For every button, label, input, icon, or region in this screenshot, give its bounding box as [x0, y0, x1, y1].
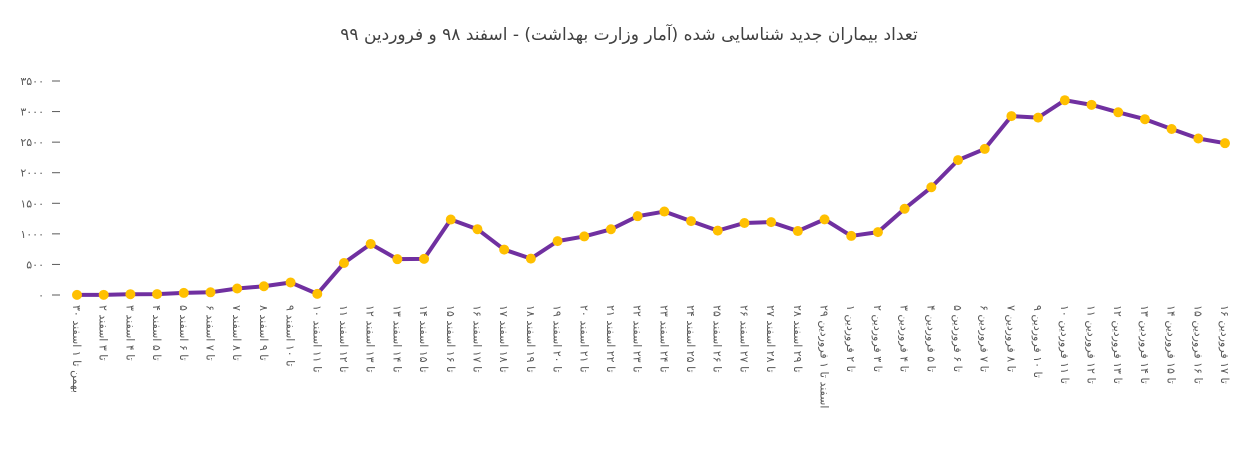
x-tick-label: ۲۸ تا ۲۹ اسفند: [791, 305, 804, 373]
y-tick-label: ۳۵۰۰: [20, 75, 44, 88]
x-tick-label: ۲ تا ۳ فروردین: [871, 305, 884, 372]
marker: [659, 206, 670, 217]
x-tick-label: ۵ تا ۶ فروردین: [951, 305, 964, 372]
x-tick-label: ۲۷ تا ۲۸ اسفند: [764, 305, 777, 373]
x-tick-label: ۶ تا ۷ فروردین: [978, 305, 991, 372]
marker: [365, 238, 376, 249]
x-tick-label: ۱۲ تا ۱۳ اسفند: [364, 305, 377, 373]
marker: [152, 289, 163, 300]
x-tick-label: ۱۵ تا ۱۶ اسفند: [444, 305, 457, 373]
x-tick-label: ۲۴ تا ۲۵ اسفند: [684, 305, 697, 373]
x-tick-label: ۱ تا ۲ فروردین: [844, 305, 857, 372]
marker: [766, 217, 777, 228]
marker: [712, 225, 723, 236]
marker: [205, 287, 216, 298]
x-tick-label: ۱۵ تا ۱۶ فروردین: [1191, 305, 1204, 384]
marker: [686, 216, 697, 227]
marker: [419, 253, 430, 264]
marker: [1193, 133, 1204, 144]
y-tick-label: ۳۰۰۰: [20, 106, 44, 119]
marker: [285, 277, 296, 288]
marker: [552, 236, 563, 247]
x-tick-label: ۲۶ تا ۲۷ اسفند: [737, 305, 750, 373]
x-tick-label: ۹ تا ۱۰ فروردین: [1031, 305, 1044, 378]
x-tick-label: ۲۵ تا ۲۶ اسفند: [711, 305, 724, 373]
marker: [98, 289, 109, 300]
x-tick-label: ۵ تا ۶ اسفند: [177, 305, 190, 361]
y-tick-label: ۲۰۰۰: [20, 167, 44, 180]
marker: [232, 283, 243, 294]
y-tick-label: ۲۵۰۰: [20, 136, 44, 149]
marker: [819, 214, 830, 225]
x-tick-label: ۱۴ تا ۱۵ فروردین: [1165, 305, 1178, 384]
marker: [525, 253, 536, 264]
marker: [1006, 111, 1017, 122]
marker: [632, 211, 643, 222]
y-tick-label: ۵۰۰: [26, 258, 44, 271]
marker: [1033, 112, 1044, 123]
x-tick-label: ۱۶ تا ۱۷ فروردین: [1218, 305, 1231, 384]
marker: [872, 227, 883, 238]
x-tick-label: ۱۷ تا ۱۸ اسفند: [497, 305, 510, 373]
marker: [739, 217, 750, 228]
x-tick-label: ۳ تا ۴ اسفند: [123, 305, 136, 361]
marker: [899, 203, 910, 214]
marker: [1113, 107, 1124, 118]
marker: [178, 287, 189, 298]
marker: [72, 289, 82, 300]
marker: [312, 288, 323, 299]
x-tick-label: ۱۰ تا ۱۱ اسفند: [310, 305, 323, 373]
x-tick-label: ۳ تا ۴ فروردین: [898, 305, 911, 372]
marker: [1220, 138, 1230, 149]
x-tick-label: ۱۹ تا ۲۰ اسفند: [551, 305, 564, 373]
x-tick-label: ۹ تا ۱۰ اسفند: [284, 305, 297, 367]
marker: [392, 254, 403, 265]
x-tick-label: ۷ تا ۸ اسفند: [230, 305, 243, 361]
x-tick-label: ۱۱ تا ۱۲ اسفند: [337, 305, 350, 373]
y-tick-label: ٠: [38, 289, 44, 302]
x-tick-label: ۳۰ بهمن تا ۱ اسفند: [70, 305, 83, 393]
x-tick-label: ۱۳ تا ۱۴ اسفند: [390, 305, 403, 373]
marker: [1139, 114, 1150, 125]
x-tick-label: ۸ تا ۹ اسفند: [257, 305, 270, 361]
marker: [605, 224, 616, 235]
x-tick-label: ۲۳ تا ۲۴ اسفند: [657, 305, 670, 373]
marker: [338, 258, 349, 269]
x-tick-label: ۱۶ تا ۱۷ اسفند: [470, 305, 483, 373]
x-tick-label: ۱۰ تا ۱۱ فروردین: [1058, 305, 1071, 384]
x-tick-label: ۲ تا ۳ اسفند: [97, 305, 110, 361]
marker: [472, 224, 483, 235]
line: [76, 98, 1226, 297]
marker: [953, 155, 964, 166]
x-tick-label: ۲۰ تا ۲۱ اسفند: [577, 305, 590, 373]
x-tick-label: ۶ تا ۷ اسفند: [203, 305, 216, 361]
x-tick-label: ۲۹ اسفند تا ۱ فروردین: [818, 305, 831, 408]
y-tick-label: ۱۰۰۰: [20, 228, 44, 241]
x-tick-label: ۱۱ تا ۱۲ فروردین: [1085, 305, 1098, 384]
marker: [1059, 95, 1070, 106]
x-tick-label: ۱۳ تا ۱۴ فروردین: [1138, 305, 1151, 384]
marker: [445, 214, 456, 225]
marker: [125, 289, 136, 300]
marker: [926, 182, 937, 193]
x-tick-label: ۲۱ تا ۲۲ اسفند: [604, 305, 617, 373]
marker: [579, 231, 590, 242]
x-tick-label: ۱۸ تا ۱۹ اسفند: [524, 305, 537, 373]
marker: [792, 226, 803, 237]
chart-title: تعداد بیماران جدید شناسایی شده (آمار وزا…: [340, 23, 918, 45]
x-tick-label: ۷ تا ۸ فروردین: [1004, 305, 1017, 372]
x-tick-label: ۲۲ تا ۲۳ اسفند: [631, 305, 644, 373]
marker: [1086, 99, 1097, 110]
marker: [258, 281, 269, 292]
marker: [846, 230, 857, 241]
x-tick-label: ۱۲ تا ۱۳ فروردین: [1111, 305, 1124, 384]
marker: [1166, 123, 1177, 134]
y-tick-label: ۱۵۰۰: [20, 197, 44, 210]
x-tick-label: ۴ تا ۵ فروردین: [924, 305, 937, 372]
marker: [499, 244, 510, 255]
marker: [979, 143, 990, 154]
x-tick-label: ۴ تا ۵ اسفند: [150, 305, 163, 361]
x-tick-label: ۱۴ تا ۱۵ اسفند: [417, 305, 430, 373]
